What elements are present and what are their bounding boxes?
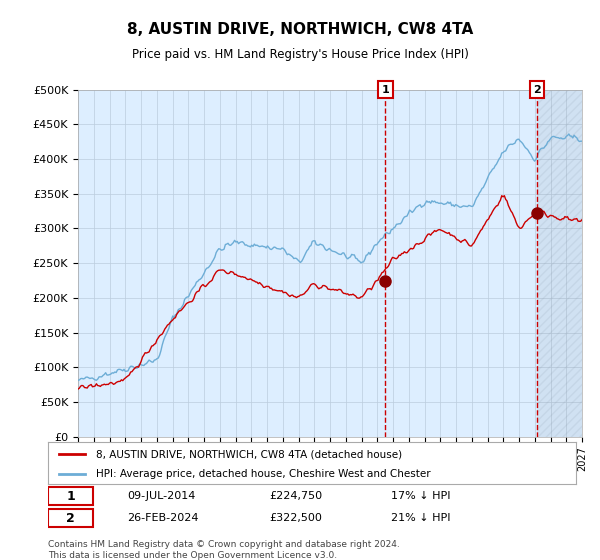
Text: HPI: Average price, detached house, Cheshire West and Chester: HPI: Average price, detached house, Ches… (95, 469, 430, 479)
Text: 1: 1 (67, 489, 75, 502)
Text: Contains HM Land Registry data © Crown copyright and database right 2024.
This d: Contains HM Land Registry data © Crown c… (48, 540, 400, 560)
Text: £224,750: £224,750 (270, 491, 323, 501)
Text: £322,500: £322,500 (270, 514, 323, 524)
Text: 8, AUSTIN DRIVE, NORTHWICH, CW8 4TA: 8, AUSTIN DRIVE, NORTHWICH, CW8 4TA (127, 22, 473, 38)
FancyBboxPatch shape (48, 510, 93, 528)
Bar (537, 90, 582, 437)
Text: 09-JUL-2014: 09-JUL-2014 (127, 491, 196, 501)
Text: 1: 1 (382, 85, 389, 95)
Text: 17% ↓ HPI: 17% ↓ HPI (391, 491, 451, 501)
Text: 26-FEB-2024: 26-FEB-2024 (127, 514, 199, 524)
Text: 8, AUSTIN DRIVE, NORTHWICH, CW8 4TA (detached house): 8, AUSTIN DRIVE, NORTHWICH, CW8 4TA (det… (95, 449, 401, 459)
Text: 2: 2 (533, 85, 541, 95)
Text: 2: 2 (67, 512, 75, 525)
Text: Price paid vs. HM Land Registry's House Price Index (HPI): Price paid vs. HM Land Registry's House … (131, 48, 469, 60)
FancyBboxPatch shape (48, 487, 93, 505)
Text: 21% ↓ HPI: 21% ↓ HPI (391, 514, 451, 524)
